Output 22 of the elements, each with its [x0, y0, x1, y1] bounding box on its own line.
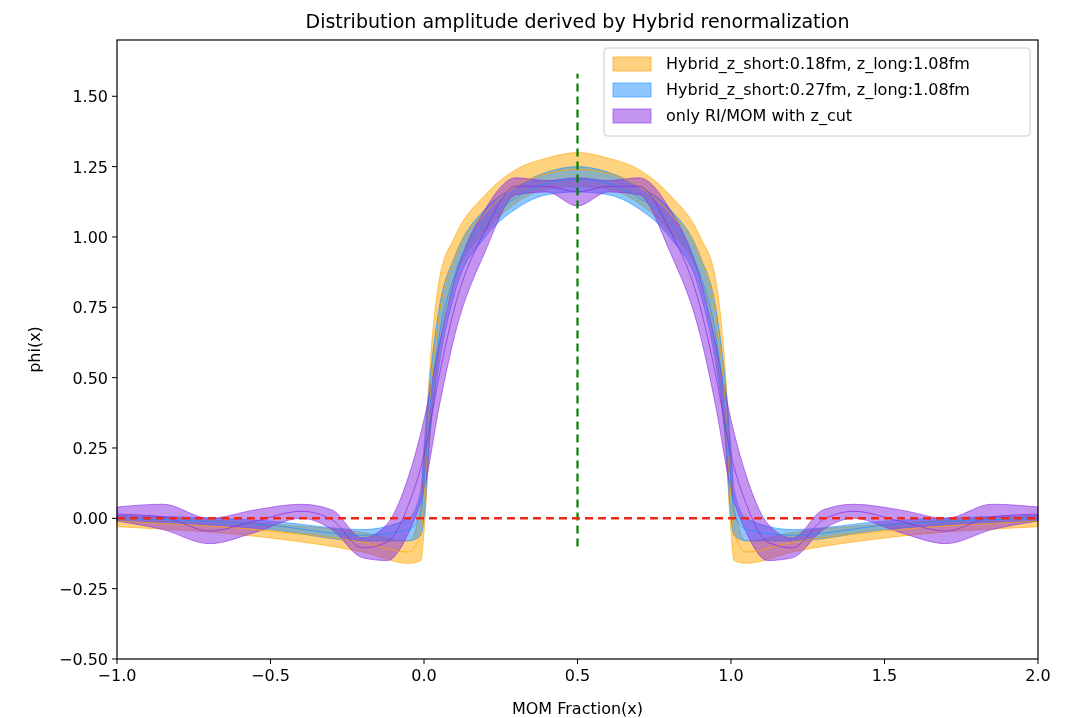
y-tick-label: 0.25: [72, 438, 108, 458]
y-tick-label: 0.00: [72, 509, 108, 529]
x-tick-label: 0.0: [411, 666, 437, 685]
x-tick-label: 2.0: [1025, 666, 1051, 685]
legend-label: only RI/MOM with z_cut: [666, 106, 853, 126]
x-tick-label: 1.0: [718, 666, 744, 685]
x-tick-label: 0.5: [564, 666, 591, 685]
legend-label: Hybrid_z_short:0.18fm, z_long:1.08fm: [666, 54, 970, 74]
y-tick-label: −0.25: [58, 579, 108, 599]
legend-label: Hybrid_z_short:0.27fm, z_long:1.08fm: [666, 80, 970, 100]
y-axis-title: phi(x): [25, 326, 44, 373]
y-tick-label: 1.25: [72, 157, 108, 177]
y-tick-label: 1.50: [72, 87, 108, 107]
y-tick-label: 0.75: [72, 298, 108, 318]
x-axis-title: MOM Fraction(x): [511, 699, 644, 718]
y-tick-label: −0.50: [58, 650, 108, 669]
chart-title: Distribution amplitude derived by Hybrid renormalization: [305, 10, 850, 32]
x-tick-label: −1.0: [97, 666, 137, 685]
y-tick-label: 1.00: [72, 227, 108, 247]
x-tick-label: −0.5: [251, 666, 290, 685]
y-tick-label: 0.50: [72, 368, 108, 388]
x-tick-label: 1.5: [871, 666, 898, 685]
